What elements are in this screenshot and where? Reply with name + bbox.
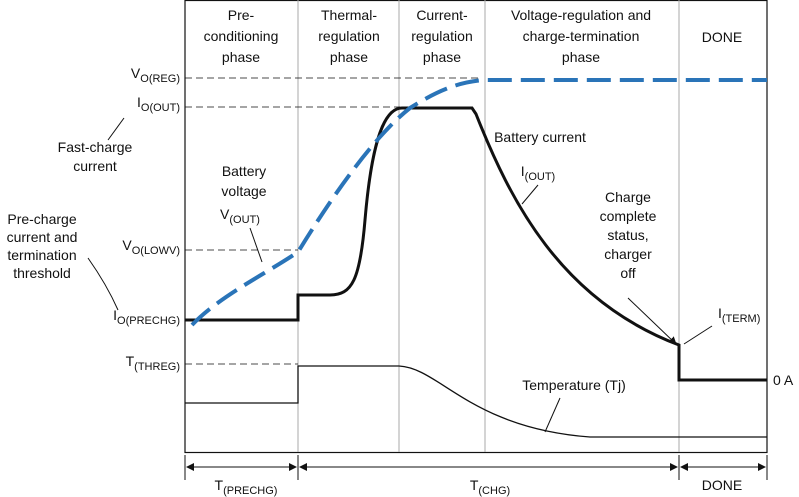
charge-complete-label: complete xyxy=(600,208,657,224)
charge-complete-label: charger xyxy=(604,246,652,262)
fast-charge-label: Fast-charge xyxy=(58,139,133,155)
phase-header: Thermal- xyxy=(321,7,377,23)
frame xyxy=(184,0,768,454)
timeline-label: T(CHG) xyxy=(470,477,510,497)
precharge-label: termination xyxy=(7,247,76,263)
phase-header: conditioning xyxy=(204,28,279,44)
level-label-sub: (THREG) xyxy=(134,361,180,373)
level-label-main: V xyxy=(131,65,141,81)
precharge-label: threshold xyxy=(13,265,71,281)
i-term-label: I(TERM) xyxy=(718,305,760,325)
phase-header: Pre- xyxy=(228,7,255,23)
level-label-main: T xyxy=(126,353,135,369)
timeline xyxy=(184,455,768,480)
phase-header: phase xyxy=(330,49,368,65)
timeline-label: DONE xyxy=(702,477,742,493)
precharge-label: current and xyxy=(7,229,78,245)
leaders xyxy=(87,117,713,433)
phase-header: Current- xyxy=(416,7,468,23)
battery-voltage-label: voltage xyxy=(221,183,266,199)
timeline-label-sub: (PRECHG) xyxy=(223,485,277,497)
v-out-label-sub: (OUT) xyxy=(229,214,260,226)
temperature-curve xyxy=(185,365,767,438)
battery-voltage-label: Battery xyxy=(222,163,266,179)
phase-header: regulation xyxy=(411,28,473,44)
phase-header: regulation xyxy=(318,28,380,44)
level-label-sub: O(LOWV) xyxy=(132,245,180,257)
level-label: VO(LOWV) xyxy=(122,237,180,257)
zero-label: 0 A xyxy=(773,372,794,388)
phase-header: DONE xyxy=(702,29,742,45)
voltage-curve xyxy=(190,78,767,327)
i-out-label: I(OUT) xyxy=(521,163,555,183)
battery-current-label: Battery current xyxy=(494,129,586,145)
phase-header: Voltage-regulation and xyxy=(511,7,651,23)
fast-charge-label: current xyxy=(73,158,117,174)
i-out-label-main: I xyxy=(521,163,525,179)
level-label-main: I xyxy=(137,94,141,110)
precharge-label: Pre-charge xyxy=(7,211,76,227)
level-label-sub: O(PRECHG) xyxy=(117,315,180,327)
timeline-label-main: DONE xyxy=(702,477,742,493)
i-term-label-sub: (TERM) xyxy=(722,313,761,325)
timeline-label-sub: (CHG) xyxy=(478,485,510,497)
current-curve xyxy=(185,106,767,382)
temperature-label: Temperature (Tj) xyxy=(522,377,625,393)
timeline-label-main: T xyxy=(470,477,479,493)
phase-header: phase xyxy=(562,49,600,65)
level-label: T(THREG) xyxy=(126,353,180,373)
level-label-main: I xyxy=(113,307,117,323)
phase-header: charge-termination xyxy=(523,28,640,44)
timeline-label: T(PRECHG) xyxy=(215,477,278,497)
v-out-label-main: V xyxy=(220,206,230,222)
level-label: VO(REG) xyxy=(131,65,180,85)
level-label: IO(OUT) xyxy=(137,94,180,114)
i-term-label-main: I xyxy=(718,305,722,321)
timeline-label-main: T xyxy=(215,477,224,493)
i-out-label-sub: (OUT) xyxy=(525,171,556,183)
charge-complete-label: status, xyxy=(607,227,648,243)
v-out-label: V(OUT) xyxy=(220,206,260,226)
level-label-sub: O(OUT) xyxy=(141,102,180,114)
charge-complete-label: off xyxy=(620,265,635,281)
phase-header: phase xyxy=(423,49,461,65)
phase-header: phase xyxy=(222,49,260,65)
charge-complete-label: Charge xyxy=(605,189,651,205)
level-label-sub: O(REG) xyxy=(140,73,180,85)
level-label: IO(PRECHG) xyxy=(113,307,180,327)
level-label-main: V xyxy=(122,237,132,253)
